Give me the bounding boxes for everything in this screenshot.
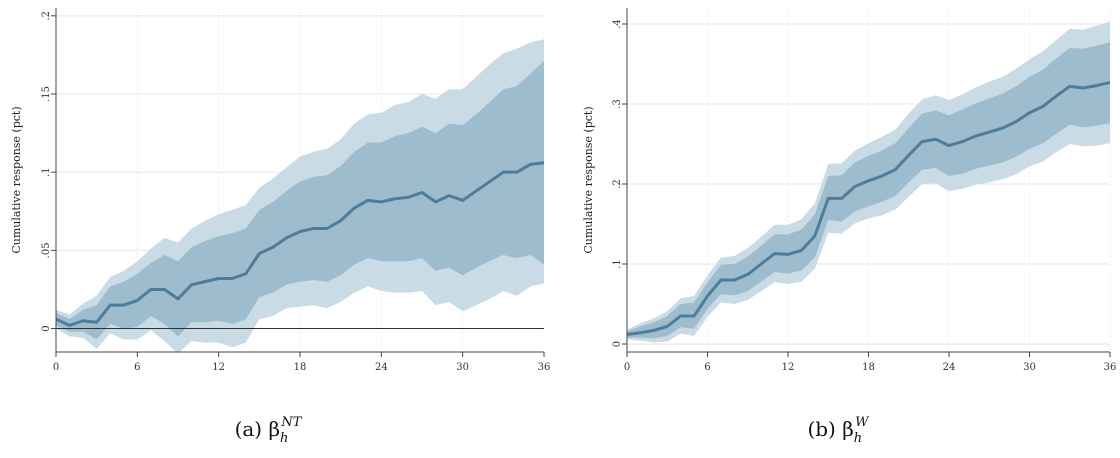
y-tick-label: 0 (612, 341, 623, 347)
x-tick-label: 0 (53, 362, 59, 373)
y-axis-label: Cumulative response (pct) (10, 106, 23, 253)
caption-text: (a) β (235, 417, 280, 441)
caption-superscript: W (855, 415, 870, 430)
x-tick-label: 0 (624, 362, 630, 373)
caption-a: (a) βhNT (235, 415, 303, 446)
y-tick-label: .15 (41, 86, 52, 102)
x-tick-label: 30 (456, 362, 469, 373)
y-tick-label: .3 (612, 99, 623, 109)
caption-superscript: NT (280, 415, 302, 430)
confidence-band-inner (56, 61, 544, 340)
y-tick-label: .05 (41, 242, 52, 258)
panel-b: 0 .1 .2 .3 .4 0 6 12 18 24 30 36 Cumulative response… (582, 8, 1116, 373)
y-axis-label: Cumulative response (pct) (582, 106, 595, 253)
panel-a: 0 .05 .1 .15 .2 0 6 12 18 24 30 36 Cumulative respon… (10, 8, 550, 373)
x-tick-label: 6 (704, 362, 710, 373)
x-tick-label: 12 (782, 362, 795, 373)
x-tick-label: 30 (1023, 362, 1036, 373)
y-tick-label: .1 (612, 259, 623, 269)
x-tick-label: 36 (1104, 362, 1117, 373)
caption-subscript: h (280, 431, 288, 446)
y-tick-label: .1 (41, 167, 52, 177)
caption-text: (b) β (807, 417, 853, 441)
confidence-band-inner (627, 42, 1110, 339)
y-tick-label: .2 (41, 11, 52, 21)
x-tick-label: 24 (943, 362, 956, 373)
x-tick-label: 36 (538, 362, 551, 373)
x-tick-label: 12 (212, 362, 225, 373)
x-tick-label: 18 (862, 362, 875, 373)
x-tick-label: 18 (294, 362, 307, 373)
estimate-line (626, 80, 1111, 336)
x-tick-label: 24 (375, 362, 388, 373)
y-tick-label: .4 (612, 19, 623, 29)
caption-subscript: h (854, 431, 862, 446)
x-tick-label: 6 (134, 362, 140, 373)
y-tick-label: .2 (612, 179, 623, 189)
caption-b: (b) βhW (807, 415, 870, 446)
y-tick-label: 0 (41, 325, 52, 331)
estimate-line (55, 161, 545, 327)
